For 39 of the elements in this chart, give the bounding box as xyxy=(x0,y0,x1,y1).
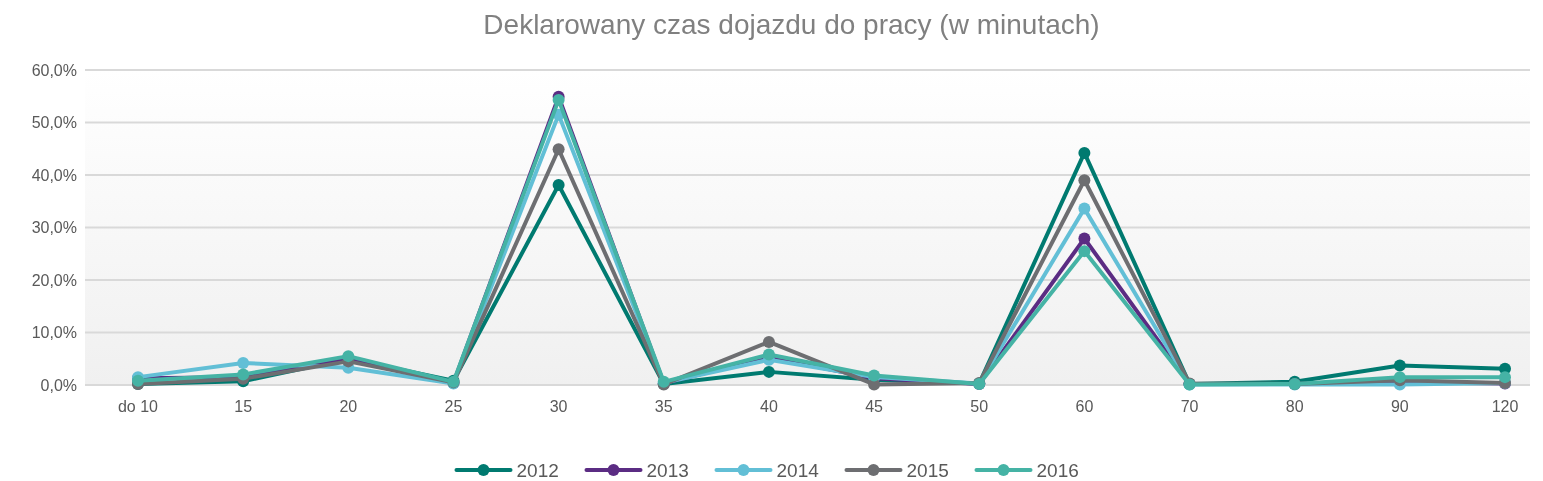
x-tick-label: 60 xyxy=(1075,398,1094,415)
y-tick-label: 0,0% xyxy=(40,376,77,394)
y-tick-label: 50,0% xyxy=(31,114,77,132)
legend-label: 2012 xyxy=(516,459,559,481)
point xyxy=(552,178,565,191)
x-tick-label: 25 xyxy=(444,398,463,415)
legend-label: 2014 xyxy=(776,459,820,481)
x-tick-label: 20 xyxy=(339,398,358,415)
point xyxy=(1078,174,1091,187)
x-tick-label: 50 xyxy=(970,398,989,415)
x-tick-label: 40 xyxy=(760,398,778,415)
point xyxy=(1078,245,1091,258)
x-tick-label: do 10 xyxy=(117,398,159,415)
x-tick-label: 45 xyxy=(865,398,884,415)
x-tick-label: 15 xyxy=(234,398,253,415)
x-tick-label: 35 xyxy=(654,398,673,415)
point xyxy=(552,143,565,156)
point xyxy=(762,335,775,348)
legend-label: 2015 xyxy=(906,459,949,481)
chart-title: Deklarowany czas dojazdu do pracy (w minutach) xyxy=(483,9,1100,40)
y-tick-label: 40,0% xyxy=(31,166,77,184)
y-tick-label: 20,0% xyxy=(31,271,77,289)
point xyxy=(1393,359,1406,372)
x-tick-label: 80 xyxy=(1285,398,1304,415)
x-tick-label: 70 xyxy=(1180,398,1199,415)
x-tick-label: 30 xyxy=(549,398,568,415)
point xyxy=(1499,371,1511,384)
y-tick-label: 10,0% xyxy=(31,324,77,342)
x-tick-label: 120 xyxy=(1491,398,1519,415)
point xyxy=(1078,232,1091,245)
point xyxy=(762,365,775,378)
point xyxy=(1078,146,1091,159)
point xyxy=(237,356,250,369)
y-tick-label: 60,0% xyxy=(31,61,77,79)
x-tick-label: 90 xyxy=(1390,398,1409,415)
point xyxy=(1078,202,1091,215)
legend-label: 2016 xyxy=(1036,459,1079,481)
legend-label: 2013 xyxy=(646,459,689,481)
y-tick-label: 30,0% xyxy=(31,219,77,237)
